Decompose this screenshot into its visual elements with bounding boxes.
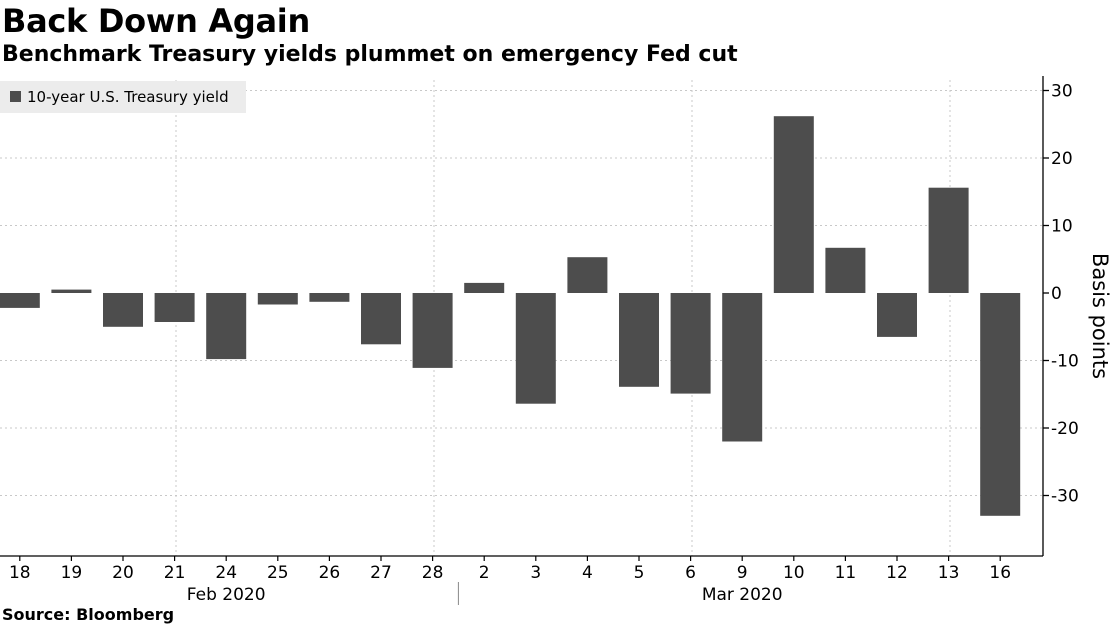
bar-13 bbox=[928, 187, 969, 293]
x-tick-label: 3 bbox=[530, 563, 541, 583]
bar-6 bbox=[670, 293, 711, 394]
bar-19 bbox=[51, 289, 92, 293]
chart-title: Back Down Again bbox=[2, 2, 310, 40]
bar-series bbox=[0, 116, 1021, 516]
x-tick-label: 9 bbox=[737, 563, 748, 583]
x-tick-label: 2 bbox=[479, 563, 490, 583]
x-tick-label: 21 bbox=[164, 563, 186, 583]
y-tick-label: -10 bbox=[1051, 352, 1079, 372]
x-tick-label: 5 bbox=[634, 563, 645, 583]
y-tick-label: 30 bbox=[1051, 82, 1073, 102]
x-tick-label: 18 bbox=[9, 563, 31, 583]
bar-10 bbox=[773, 116, 814, 293]
x-tick-label: 10 bbox=[783, 563, 805, 583]
legend-label: 10-year U.S. Treasury yield bbox=[27, 88, 229, 106]
y-axis-label: Basis points bbox=[1088, 253, 1112, 379]
x-tick-label: 4 bbox=[582, 563, 593, 583]
bar-26 bbox=[309, 293, 350, 302]
y-tick-label: 10 bbox=[1051, 217, 1073, 237]
y-tick-label: 20 bbox=[1051, 149, 1073, 169]
bar-25 bbox=[257, 293, 298, 305]
bar-12 bbox=[877, 293, 917, 337]
bar-28 bbox=[412, 293, 453, 368]
x-tick-label: 6 bbox=[685, 563, 696, 583]
legend: 10-year U.S. Treasury yield bbox=[0, 81, 246, 113]
x-tick-label: 16 bbox=[989, 563, 1011, 583]
x-tick-label: 24 bbox=[215, 563, 237, 583]
x-tick-label: 20 bbox=[112, 563, 134, 583]
bar-3 bbox=[515, 293, 556, 404]
y-tick-label: -30 bbox=[1051, 487, 1079, 507]
x-tick-label: 13 bbox=[938, 563, 960, 583]
y-tick-label: -20 bbox=[1051, 419, 1079, 439]
y-tick-label: 0 bbox=[1051, 284, 1062, 304]
x-tick-label: 28 bbox=[422, 563, 444, 583]
month-label: Mar 2020 bbox=[702, 585, 783, 605]
x-tick-label: 11 bbox=[835, 563, 857, 583]
x-tick-label: 27 bbox=[370, 563, 392, 583]
chart-subtitle: Benchmark Treasury yields plummet on eme… bbox=[2, 42, 738, 67]
axes: 30 20 10 0 -10 -20 -30 18 19 20 21 24 25 26 27 28 2 3 4 5 6 9… bbox=[0, 76, 1079, 605]
source-note: Source: Bloomberg bbox=[2, 605, 175, 624]
bar-27 bbox=[361, 293, 401, 345]
legend-box bbox=[0, 81, 246, 113]
x-tick-label: 25 bbox=[267, 563, 289, 583]
month-label: Feb 2020 bbox=[187, 585, 266, 605]
bar-9 bbox=[722, 293, 763, 442]
bar-18 bbox=[0, 293, 40, 308]
x-tick-label: 19 bbox=[61, 563, 83, 583]
bar-4 bbox=[567, 257, 608, 293]
bar-2 bbox=[464, 282, 505, 293]
x-tick-label: 12 bbox=[886, 563, 908, 583]
bar-5 bbox=[619, 293, 659, 387]
bar-16 bbox=[980, 293, 1021, 516]
bar-11 bbox=[825, 247, 866, 293]
bar-21 bbox=[154, 293, 195, 322]
x-tick-label: 26 bbox=[319, 563, 341, 583]
legend-swatch bbox=[10, 91, 21, 102]
bar-24 bbox=[206, 293, 247, 360]
bar-20 bbox=[103, 293, 143, 327]
